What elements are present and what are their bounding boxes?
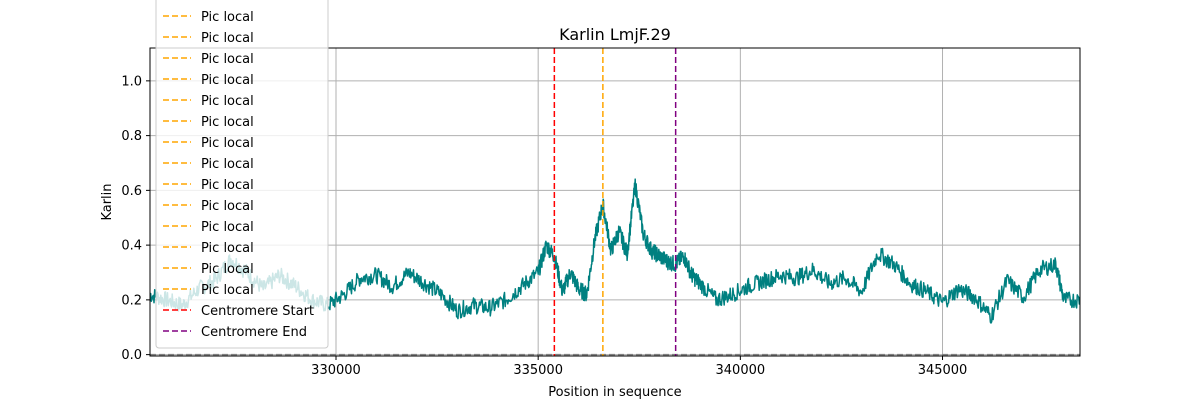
legend: Pic local Pic local Pic local Pic local Pic … (155, 0, 329, 349)
x-axis-ticks: 330000 335000 340000 345000 (311, 356, 967, 378)
legend-label: Pic local (201, 157, 254, 172)
x-tick-label: 345000 (918, 363, 968, 378)
legend-label: Pic local (201, 52, 254, 67)
y-tick-label: 0.6 (121, 184, 142, 199)
y-tick-label: 0.4 (121, 239, 142, 254)
legend-label: Pic local (201, 73, 254, 88)
legend-label: Pic local (201, 0, 254, 4)
legend-label: Pic local (201, 136, 254, 151)
y-axis-label: Karlin (100, 183, 115, 220)
legend-label: Pic local (201, 199, 254, 214)
x-tick-label: 330000 (311, 363, 361, 378)
legend-label: Pic local (201, 241, 254, 256)
legend-label: Pic local (201, 178, 254, 193)
y-tick-label: 0.8 (121, 129, 142, 144)
legend-box (155, 0, 329, 349)
series-layer (150, 178, 1080, 324)
y-tick-label: 0.2 (121, 293, 142, 308)
legend-label: Pic local (201, 94, 254, 109)
plot-area (150, 48, 1080, 356)
legend-label: Centromere End (201, 325, 307, 340)
karlin-series-line (150, 178, 1080, 324)
x-axis-label: Position in sequence (548, 385, 681, 400)
legend-label: Pic local (201, 10, 254, 25)
y-tick-label: 0.0 (121, 348, 142, 363)
legend-label: Pic local (201, 283, 254, 298)
legend-label: Pic local (201, 220, 254, 235)
y-axis-ticks: 0.0 0.2 0.4 0.6 0.8 1.0 (121, 74, 150, 363)
x-tick-label: 335000 (513, 363, 563, 378)
legend-label: Pic local (201, 31, 254, 46)
legend-label: Centromere Start (201, 304, 314, 319)
legend-label: Pic local (201, 262, 254, 277)
y-tick-label: 1.0 (121, 74, 142, 89)
plot-frame (149, 47, 1081, 357)
legend-label: Pic local (201, 115, 254, 130)
vertical-reference-lines (553, 48, 677, 356)
x-tick-label: 340000 (716, 363, 766, 378)
chart-title: Karlin LmjF.29 (559, 25, 671, 44)
